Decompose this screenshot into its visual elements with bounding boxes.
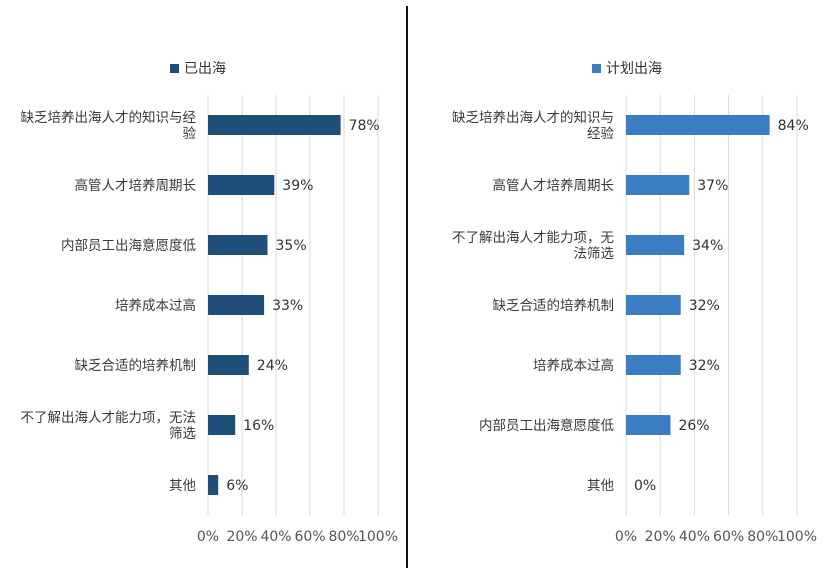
x-tick-label: 60%: [713, 529, 744, 545]
bar: [626, 295, 681, 315]
value-label: 16%: [243, 418, 274, 434]
value-label: 37%: [697, 178, 728, 194]
category-label: 内部员工出海意愿度低: [479, 417, 614, 434]
category-label: 缺乏培养出海人才的知识与经验: [21, 109, 197, 142]
x-tick-label: 40%: [679, 529, 710, 545]
bar: [208, 175, 275, 195]
value-label: 78%: [349, 118, 380, 134]
legend-swatch: [170, 64, 179, 73]
category-label-line: 培养成本过高: [533, 357, 614, 374]
category-label-line: 内部员工出海意愿度低: [479, 417, 614, 434]
category-label-line: 缺乏合适的培养机制: [75, 358, 197, 374]
category-label-line: 筛选: [169, 426, 196, 442]
category-label-line: 其他: [587, 478, 614, 494]
category-label: 高管人才培养周期长: [493, 177, 615, 194]
value-label: 0%: [634, 478, 656, 494]
value-label: 34%: [692, 238, 723, 254]
value-label: 24%: [257, 358, 288, 374]
category-label: 缺乏培养出海人才的知识与经验: [452, 109, 615, 142]
category-label-line: 法筛选: [574, 246, 615, 262]
category-label-line: 不了解出海人才能力项，无法: [21, 410, 197, 426]
category-label: 其他: [169, 478, 196, 494]
bar: [626, 415, 671, 435]
value-label: 84%: [778, 118, 809, 134]
category-label: 培养成本过高: [115, 297, 196, 314]
category-label-line: 其他: [169, 478, 196, 494]
category-label: 其他: [587, 478, 614, 494]
category-label-line: 经验: [587, 126, 615, 142]
category-label-line: 内部员工出海意愿度低: [61, 237, 196, 254]
value-label: 35%: [276, 238, 307, 254]
value-label: 39%: [282, 178, 313, 194]
value-label: 26%: [678, 418, 709, 434]
legend-label: 计划出海: [606, 61, 662, 77]
bar: [208, 355, 249, 375]
x-tick-label: 0%: [197, 529, 219, 545]
bar: [626, 175, 690, 195]
bar: [208, 235, 268, 255]
bar: [626, 355, 681, 375]
value-label: 32%: [689, 358, 720, 374]
category-label-line: 验: [183, 126, 197, 142]
x-tick-label: 100%: [777, 529, 817, 545]
x-tick-label: 80%: [747, 529, 778, 545]
category-label: 缺乏合适的培养机制: [493, 298, 615, 314]
category-label-line: 缺乏培养出海人才的知识与: [452, 109, 614, 126]
category-label: 高管人才培养周期长: [75, 177, 197, 194]
bar: [208, 295, 265, 315]
category-label: 内部员工出海意愿度低: [61, 237, 196, 254]
bar: [208, 415, 236, 435]
category-label: 缺乏合适的培养机制: [75, 358, 197, 374]
x-tick-label: 20%: [226, 529, 257, 545]
bar: [626, 235, 685, 255]
category-label-line: 高管人才培养周期长: [75, 177, 197, 194]
category-label-line: 培养成本过高: [115, 297, 196, 314]
category-label: 不了解出海人才能力项，无法筛选: [452, 230, 614, 262]
category-label: 培养成本过高: [533, 357, 614, 374]
value-label: 33%: [272, 298, 303, 314]
value-label: 32%: [689, 298, 720, 314]
x-tick-label: 80%: [328, 529, 359, 545]
x-tick-label: 0%: [615, 529, 637, 545]
x-tick-label: 60%: [294, 529, 325, 545]
x-tick-label: 100%: [358, 529, 398, 545]
bar: [208, 115, 341, 135]
legend-swatch: [592, 64, 601, 73]
value-label: 6%: [226, 478, 248, 494]
category-label-line: 缺乏合适的培养机制: [493, 298, 615, 314]
category-label-line: 高管人才培养周期长: [493, 177, 615, 194]
x-tick-label: 40%: [260, 529, 291, 545]
category-label-line: 缺乏培养出海人才的知识与经: [21, 109, 197, 126]
legend-label: 已出海: [184, 61, 226, 77]
category-label-line: 不了解出海人才能力项，无: [452, 230, 614, 246]
bar: [626, 115, 770, 135]
bar: [208, 475, 219, 495]
x-tick-label: 20%: [645, 529, 676, 545]
category-label: 不了解出海人才能力项，无法筛选: [21, 410, 197, 442]
